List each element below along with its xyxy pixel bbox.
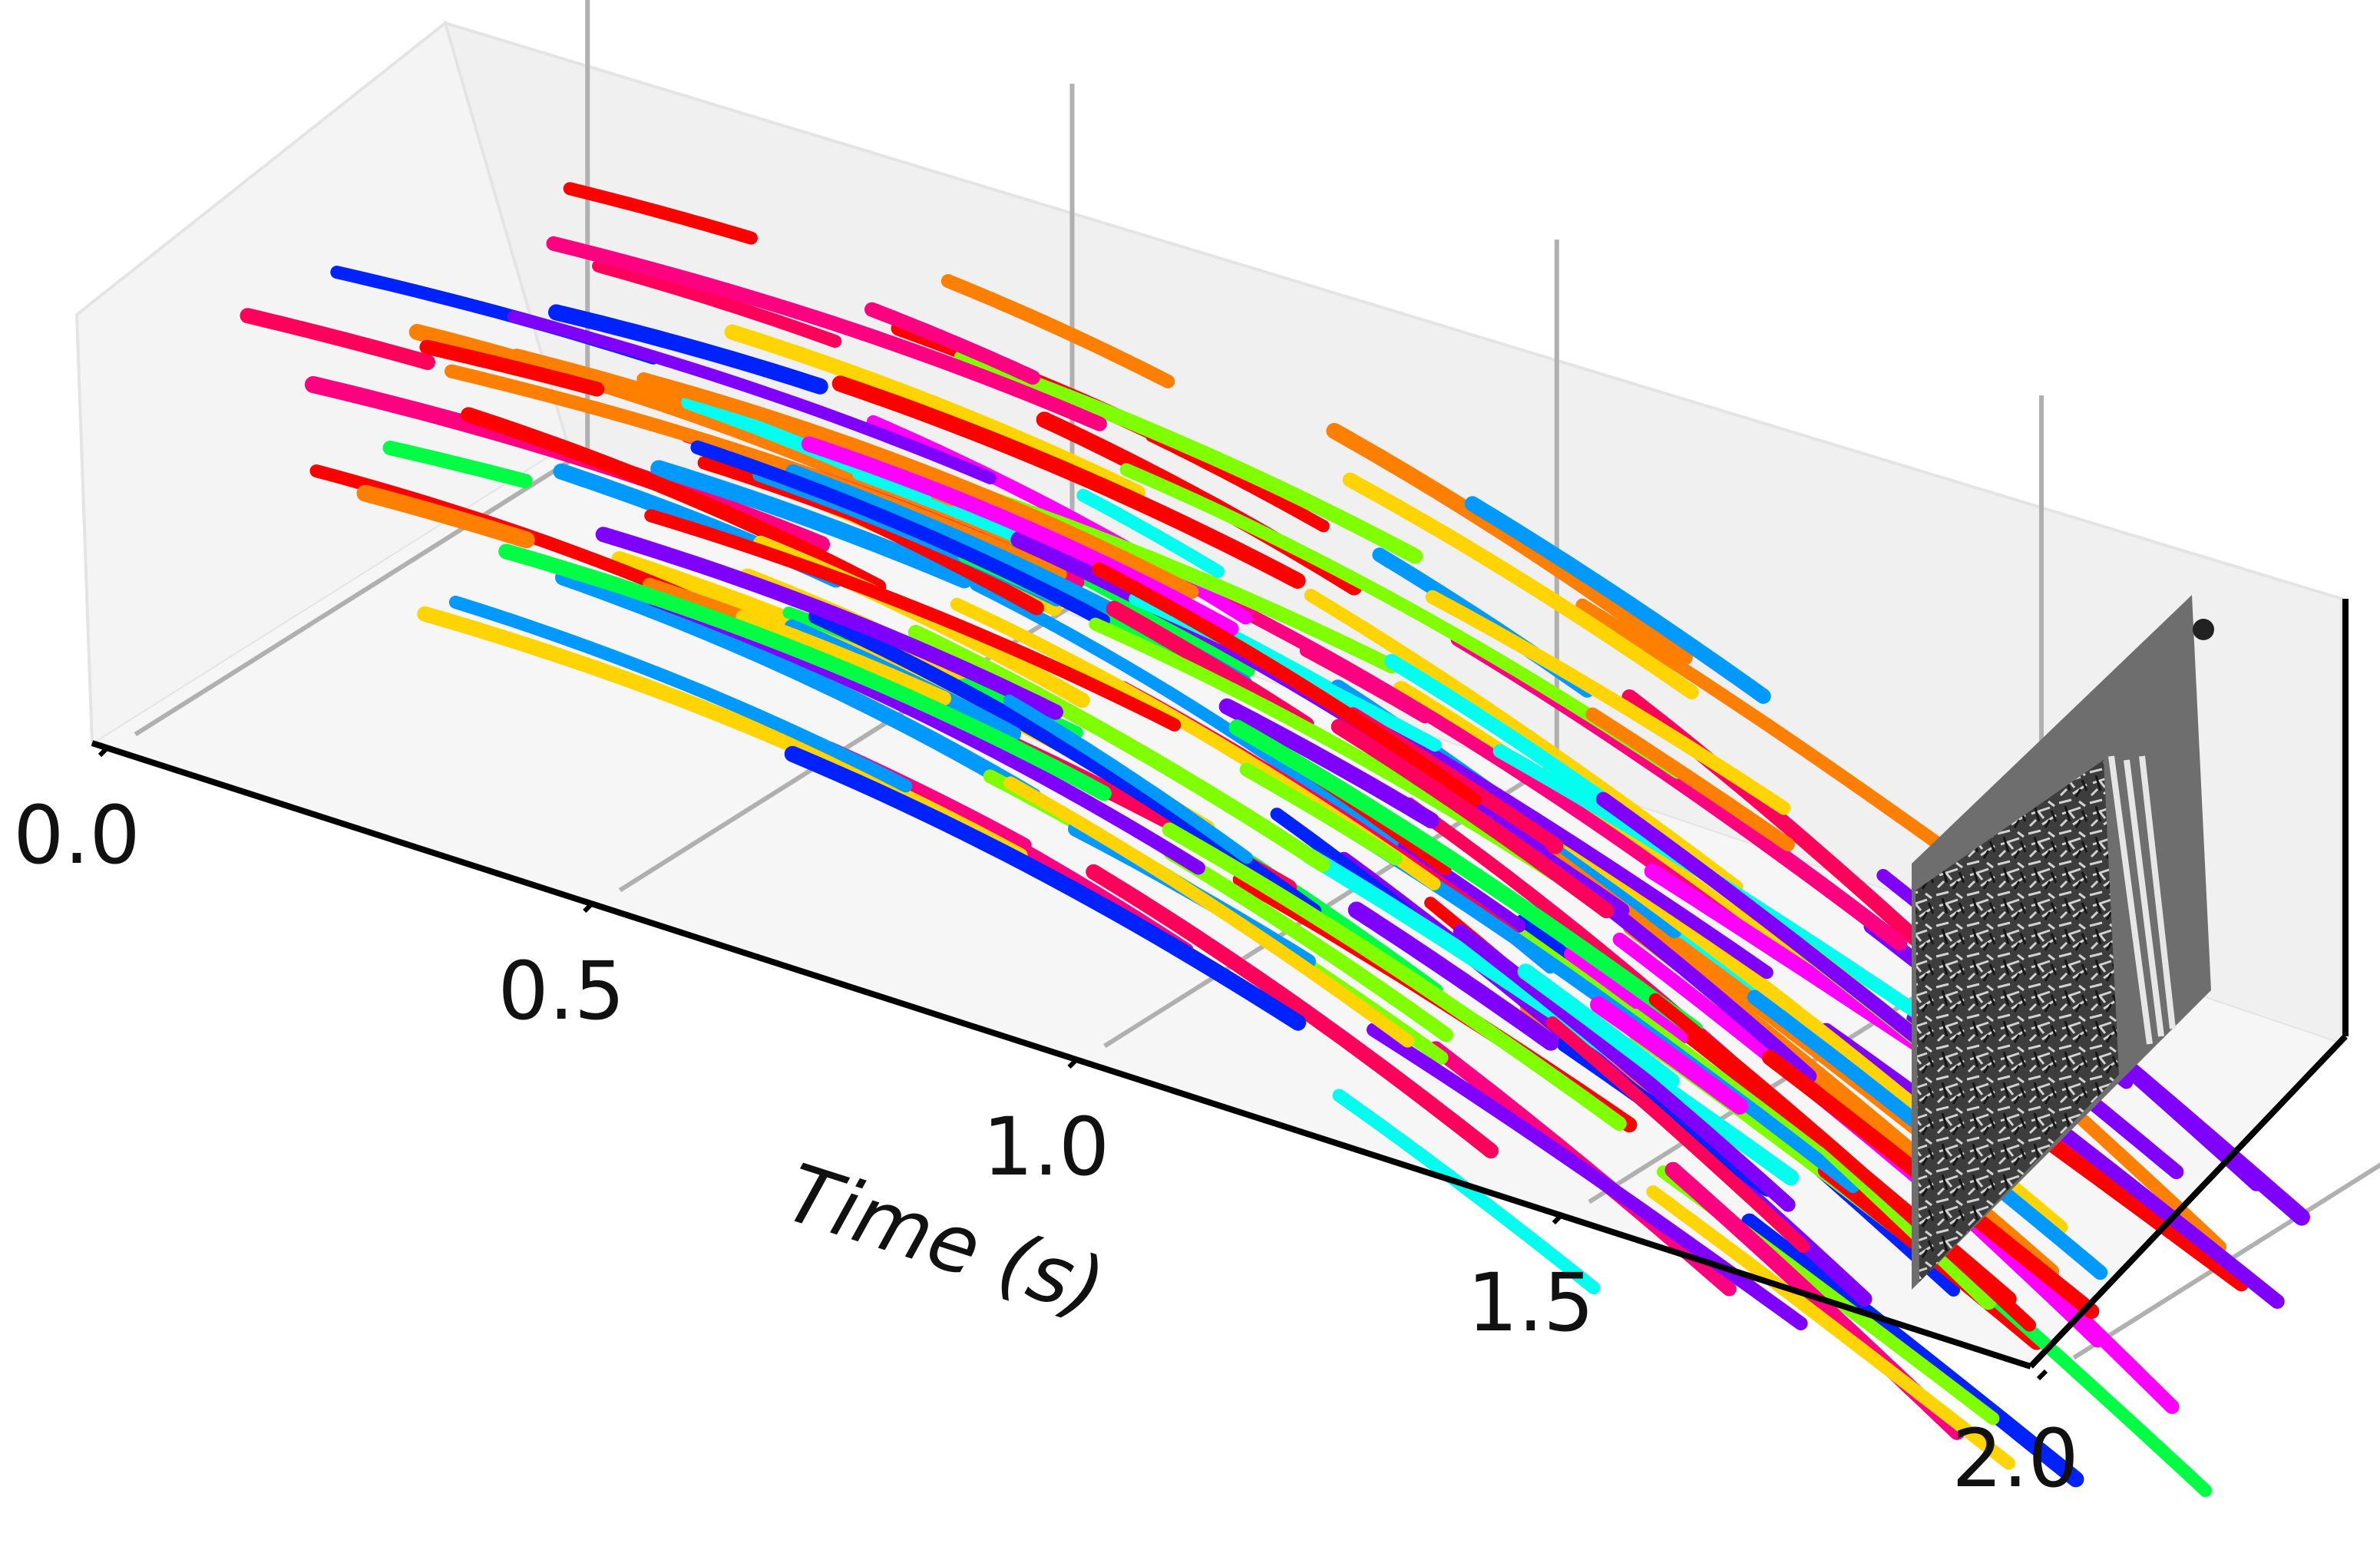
trajectory-130 xyxy=(498,544,1112,801)
trajectory-92 xyxy=(1453,923,1796,1212)
trajectory-157 xyxy=(1003,694,1253,864)
trajectory-156 xyxy=(1585,707,1795,852)
trajectory-12 xyxy=(650,460,973,589)
trajectory-115 xyxy=(801,436,1239,637)
trajectory-15 xyxy=(592,259,842,349)
tick-label-1: 0.5 xyxy=(498,944,625,1038)
trajectory-42 xyxy=(1299,643,1432,724)
event-frame-edges xyxy=(2108,755,2176,1045)
trajectory-133 xyxy=(644,509,1182,732)
trajectory-23 xyxy=(1741,1213,2084,1488)
trajectory-25 xyxy=(461,407,887,595)
trajectory-151 xyxy=(448,596,913,793)
trajectory-116 xyxy=(940,274,1175,388)
tick-1 xyxy=(583,901,594,914)
trajectory-72 xyxy=(954,349,1423,564)
trajectory-149 xyxy=(1228,719,1704,1038)
trajectory-155 xyxy=(1648,993,2036,1332)
trajectory-67 xyxy=(1076,488,1225,578)
tick-label-2: 1.0 xyxy=(983,1100,1109,1194)
trajectory-134 xyxy=(1162,822,1627,1132)
trajectory-139 xyxy=(548,304,828,395)
tick-0 xyxy=(98,745,110,758)
trajectory-106 xyxy=(1239,762,1403,866)
trajectory-118 xyxy=(1342,472,1699,700)
trajectory-129 xyxy=(690,440,1110,628)
tick-label-4: 2.0 xyxy=(1952,1412,2078,1505)
time-tick-labels: 0.0 0.5 1.0 1.5 2.0 xyxy=(13,788,2078,1505)
time-ticks xyxy=(98,745,2048,1381)
trajectory-16 xyxy=(555,569,1042,805)
trajectory-3 xyxy=(1218,698,1440,829)
trajectory-112 xyxy=(419,339,605,397)
trajectory-64 xyxy=(356,484,535,549)
trajectory-36 xyxy=(831,375,1306,589)
trajectory-102 xyxy=(1590,996,1748,1115)
trajectory-101 xyxy=(1086,864,1499,1159)
trajectory-145 xyxy=(240,308,435,370)
trajectory-136 xyxy=(563,182,758,245)
tick-3 xyxy=(1552,1213,1563,1225)
event-frame xyxy=(1912,595,2214,1290)
tick-label-0: 0.0 xyxy=(13,788,140,882)
trajectory-132 xyxy=(1092,562,1482,808)
trajectory-123 xyxy=(595,527,1063,720)
trajectory-88 xyxy=(546,236,1107,431)
trajectory-26 xyxy=(1163,845,1453,1042)
event-frame-events xyxy=(1916,760,2119,1282)
trajectory-125 xyxy=(1545,1016,1810,1254)
trajectory-159 xyxy=(382,441,533,489)
tick-label-3: 1.5 xyxy=(1467,1256,1594,1350)
trajectory-94 xyxy=(1347,901,1559,1051)
trajectory-47 xyxy=(1326,422,1693,666)
trajectory-126 xyxy=(735,610,951,706)
trajectory-138 xyxy=(507,310,997,484)
trajectory-89 xyxy=(1646,1185,2015,1470)
tick-2 xyxy=(1067,1057,1079,1069)
event-frame-spot-icon xyxy=(2193,619,2214,640)
time-axis-line xyxy=(91,740,2032,1370)
trajectory-14 xyxy=(1564,946,1687,1046)
axes-lines xyxy=(91,599,2349,1370)
trajectory-113 xyxy=(907,625,1330,873)
trajectory-107 xyxy=(636,372,1199,599)
trajectory-144 xyxy=(784,745,1307,1031)
trajectory-31 xyxy=(724,324,1145,501)
trajectory-22 xyxy=(1304,589,1744,894)
trajectory-57 xyxy=(1425,590,1791,815)
tick-4 xyxy=(2036,1369,2048,1381)
trajectory-114 xyxy=(1517,963,1680,1089)
trajectory-128 xyxy=(864,302,1040,385)
trajectory-147 xyxy=(1332,1089,1601,1295)
depth-axis-line xyxy=(2028,1034,2348,1369)
trajectory-158 xyxy=(1003,776,1414,1048)
trajectory-150 xyxy=(1330,719,1615,919)
trajectory-140 xyxy=(1464,496,1771,704)
